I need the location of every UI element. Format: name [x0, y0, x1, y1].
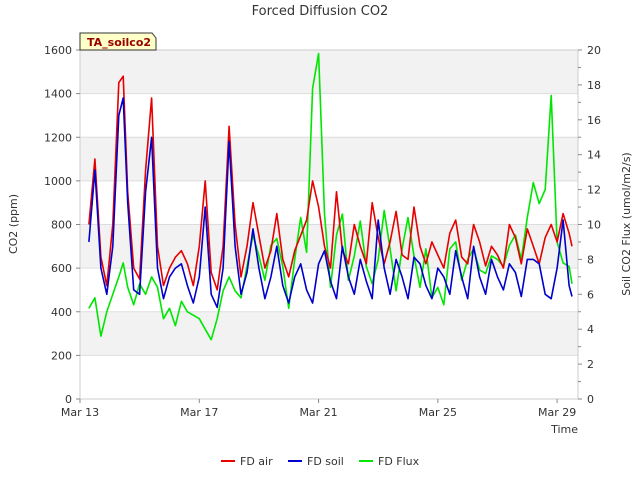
- legend-label: FD soil: [307, 455, 344, 468]
- y-axis-left-label: CO2 (ppm): [7, 194, 20, 254]
- y-right-tick-label: 8: [587, 253, 594, 266]
- y-left-tick-label: 1400: [44, 88, 72, 101]
- badge-label: TA_soilco2: [87, 36, 151, 49]
- y-left-tick-label: 0: [65, 393, 72, 406]
- y-left-tick-label: 600: [51, 262, 72, 275]
- grid-band: [80, 137, 578, 181]
- y-left-tick-label: 1200: [44, 131, 72, 144]
- x-axis-label: Time: [550, 423, 578, 436]
- y-left-tick-label: 1000: [44, 175, 72, 188]
- y-right-tick-label: 2: [587, 358, 594, 371]
- y-right-tick-label: 4: [587, 323, 594, 336]
- legend-label: FD Flux: [378, 455, 420, 468]
- axes-layer: 0 200 400 600 800 1000 1200 1400 1600 0 2 4 6 8 10 12 14…: [44, 44, 601, 419]
- badge: TA_soilco2: [79, 32, 157, 51]
- y-right-tick-label: 18: [587, 79, 601, 92]
- x-tick-label: Mar 17: [180, 406, 218, 419]
- y-left-tick-label: 400: [51, 306, 72, 319]
- y-right-tick-label: 16: [587, 114, 601, 127]
- series-line-fd-soil: [88, 97, 573, 309]
- grid-band: [80, 50, 578, 94]
- series-layer: [88, 52, 573, 341]
- x-tick-label: Mar 13: [61, 406, 99, 419]
- badge-box: [79, 32, 157, 51]
- series-line-fd-air: [88, 75, 573, 291]
- y-right-tick-label: 6: [587, 288, 594, 301]
- x-tick-label: Mar 25: [419, 406, 457, 419]
- y-right-tick-label: 20: [587, 44, 601, 57]
- legend-label: FD air: [240, 455, 273, 468]
- y-left-tick-label: 200: [51, 349, 72, 362]
- y-right-tick-label: 12: [587, 184, 601, 197]
- x-tick-label: Mar 29: [538, 406, 576, 419]
- y-right-tick-label: 14: [587, 149, 601, 162]
- series-line-fd-flux: [88, 52, 573, 341]
- y-right-tick-label: 0: [587, 393, 594, 406]
- grid-bands: [80, 50, 578, 356]
- chart-title: Forced Diffusion CO2: [252, 4, 389, 19]
- y-left-tick-label: 1600: [44, 44, 72, 57]
- x-tick-label: Mar 21: [299, 406, 337, 419]
- y-left-tick-label: 800: [51, 219, 72, 232]
- grid-band: [80, 311, 578, 356]
- legend: FD air FD soil FD Flux: [221, 455, 420, 468]
- y-right-tick-label: 10: [587, 219, 601, 232]
- y-axis-right-label: Soil CO2 Flux (umol/m2/s): [620, 152, 633, 295]
